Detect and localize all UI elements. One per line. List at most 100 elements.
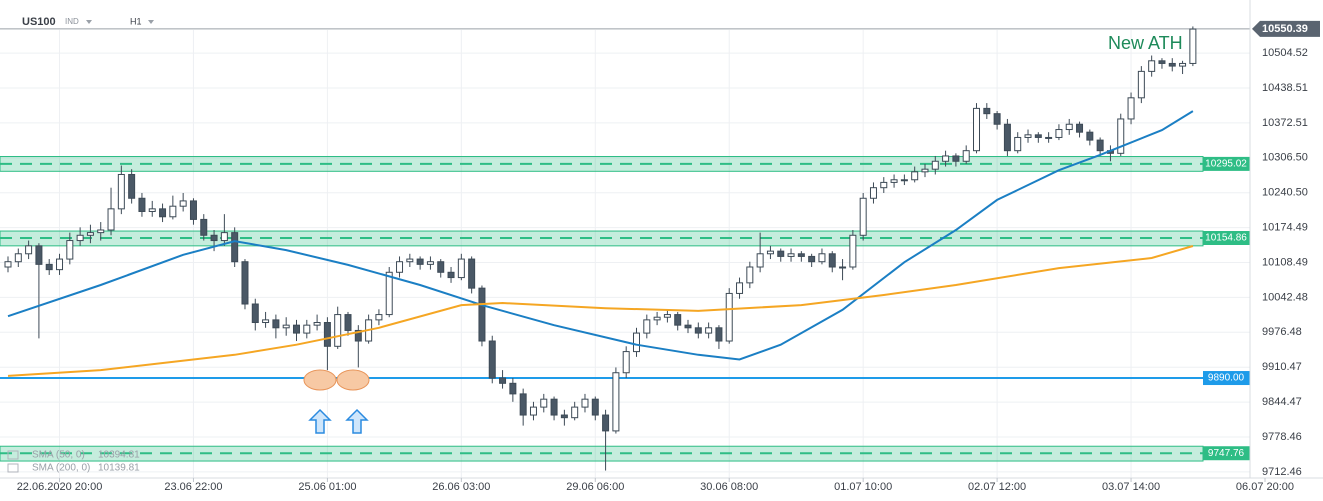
- legend-name: SMA (50, 0): [32, 450, 85, 461]
- y-tick-label: 9712.46: [1262, 466, 1302, 478]
- candle-body: [663, 314, 671, 318]
- last-price-tag: [1252, 20, 1320, 37]
- candle-body: [581, 398, 589, 408]
- candle-body: [375, 314, 383, 321]
- dropdown-icon[interactable]: [86, 20, 92, 24]
- x-tick-label: 26.06 03:00: [432, 481, 490, 493]
- legend-value: 10394.81: [98, 450, 140, 461]
- candle-body: [1034, 134, 1042, 138]
- candle-body: [1179, 62, 1187, 67]
- x-tick-label: 30.06 08:00: [700, 481, 758, 493]
- candle-body: [35, 245, 43, 265]
- x-tick-label: 01.07 10:00: [834, 481, 892, 493]
- candle-body: [839, 266, 847, 269]
- candle-body: [25, 245, 33, 255]
- marker-ellipse: [336, 369, 370, 391]
- last-price-label: 10550.39: [1262, 23, 1308, 35]
- candle-body: [746, 266, 754, 284]
- candle-body: [715, 327, 723, 342]
- candle-body: [426, 261, 434, 265]
- candle-body: [519, 393, 527, 416]
- candle-body: [179, 200, 187, 207]
- candle-body: [1168, 62, 1176, 67]
- y-tick-label: 10042.48: [1262, 291, 1308, 303]
- candle-body: [859, 197, 867, 236]
- candle-body: [344, 314, 352, 331]
- x-tick-label: 29.06 06:00: [566, 481, 624, 493]
- candle-body: [849, 234, 857, 268]
- candle-body: [457, 258, 465, 279]
- candle-body: [117, 173, 125, 210]
- candle-body: [76, 234, 84, 242]
- candle-body: [4, 261, 12, 268]
- candle-body: [880, 181, 888, 189]
- y-tick-label: 10438.51: [1262, 82, 1308, 94]
- candle-body: [684, 324, 692, 329]
- sma-line: [7, 245, 1194, 377]
- candle-body: [1055, 129, 1063, 138]
- y-tick-label: 9844.47: [1262, 396, 1302, 408]
- annotation: New ATH: [1108, 33, 1183, 53]
- candle-body: [931, 160, 939, 170]
- candle-body: [777, 250, 785, 257]
- candle-body: [632, 332, 640, 353]
- candle-body: [272, 319, 280, 329]
- candle-body: [560, 414, 568, 419]
- legend-icon: [7, 450, 19, 460]
- candle-body: [1065, 123, 1073, 131]
- x-tick-label: 25.06 01:00: [298, 481, 356, 493]
- level-tag: [1203, 371, 1250, 386]
- candle-body: [942, 155, 950, 162]
- up-arrow: [308, 408, 332, 434]
- candle-body: [993, 113, 1001, 125]
- candle-body: [612, 372, 620, 432]
- market: IND: [65, 17, 79, 26]
- y-tick-label: 10240.50: [1262, 187, 1308, 199]
- candle-body: [602, 414, 610, 432]
- candle-body: [97, 229, 105, 234]
- level-label: 10154.86: [1205, 233, 1247, 244]
- candle-body: [540, 398, 548, 408]
- x-tick-label: 22.06.2020 20:00: [17, 481, 103, 493]
- candle-body: [1158, 60, 1166, 64]
- candle-body: [499, 377, 507, 384]
- candle-body: [1076, 123, 1084, 133]
- candle-body: [921, 168, 929, 173]
- candle-body: [45, 263, 53, 271]
- candle-body: [787, 253, 795, 257]
- legend-value: 10139.81: [98, 463, 140, 474]
- candles: [4, 26, 1197, 471]
- y-tick-label: 10306.50: [1262, 152, 1308, 164]
- candle-body: [828, 253, 836, 268]
- candle-body: [159, 208, 167, 218]
- candle-body: [509, 382, 517, 395]
- candle-body: [643, 319, 651, 334]
- candle-body: [231, 232, 239, 263]
- candle-body: [437, 261, 445, 273]
- dropdown-icon[interactable]: [148, 20, 154, 24]
- candle-body: [210, 234, 218, 242]
- candle-body: [571, 406, 579, 419]
- level-tag: [1203, 230, 1250, 245]
- candle-body: [303, 324, 311, 334]
- candle-body: [292, 324, 300, 334]
- candle-body: [766, 250, 774, 255]
- candle-body: [169, 205, 177, 218]
- candle-body: [529, 406, 537, 416]
- candle-body: [1096, 139, 1104, 152]
- up-arrow: [345, 408, 369, 434]
- candle-body: [313, 322, 321, 326]
- candle-body: [66, 240, 74, 260]
- candle-body: [1024, 134, 1032, 138]
- timeframe[interactable]: H1: [130, 16, 142, 26]
- candle-body: [262, 319, 270, 324]
- symbol: US100: [22, 16, 56, 28]
- y-tick-label: 10174.49: [1262, 222, 1308, 234]
- candle-body: [86, 232, 94, 236]
- candle-body: [818, 253, 826, 263]
- level-tag: [1203, 446, 1250, 461]
- candle-body: [200, 218, 208, 236]
- candle-body: [900, 179, 908, 182]
- candle-body: [488, 340, 496, 379]
